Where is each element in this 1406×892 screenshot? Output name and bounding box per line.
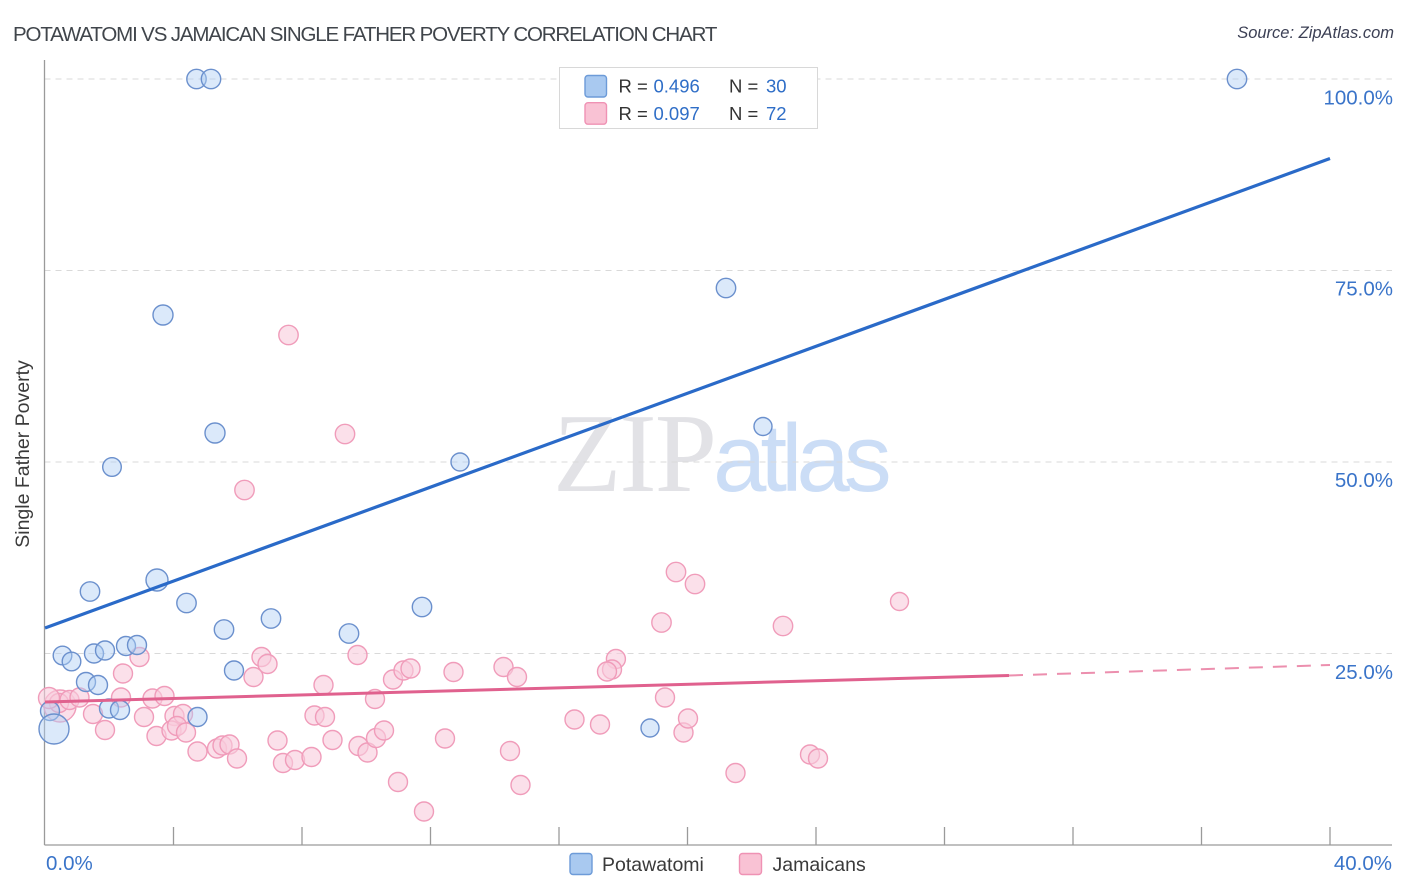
svg-text:40.0%: 40.0% xyxy=(1334,852,1392,875)
svg-text:Jamaicans: Jamaicans xyxy=(773,854,866,876)
svg-text:atlas: atlas xyxy=(713,405,889,512)
svg-text:30: 30 xyxy=(766,76,787,97)
svg-text:0.0%: 0.0% xyxy=(46,852,93,875)
svg-text:100.0%: 100.0% xyxy=(1323,87,1393,110)
svg-text:POTAWATOMI VS JAMAICAN SINGLE: POTAWATOMI VS JAMAICAN SINGLE FATHER POV… xyxy=(13,23,718,46)
svg-text:Potawatomi: Potawatomi xyxy=(602,854,704,876)
svg-text:50.0%: 50.0% xyxy=(1335,469,1393,492)
svg-text:Source: ZipAtlas.com: Source: ZipAtlas.com xyxy=(1237,24,1394,42)
svg-text:R =: R = xyxy=(619,103,648,124)
svg-text:N =: N = xyxy=(729,103,758,124)
svg-text:ZIP: ZIP xyxy=(553,392,715,516)
svg-text:75.0%: 75.0% xyxy=(1335,278,1393,301)
svg-text:25.0%: 25.0% xyxy=(1335,661,1393,684)
svg-text:0.097: 0.097 xyxy=(654,103,700,124)
svg-text:0.496: 0.496 xyxy=(654,76,700,97)
svg-text:72: 72 xyxy=(766,103,787,124)
svg-text:Single Father Poverty: Single Father Poverty xyxy=(12,360,34,548)
svg-text:N =: N = xyxy=(729,76,758,97)
svg-text:R =: R = xyxy=(619,76,648,97)
